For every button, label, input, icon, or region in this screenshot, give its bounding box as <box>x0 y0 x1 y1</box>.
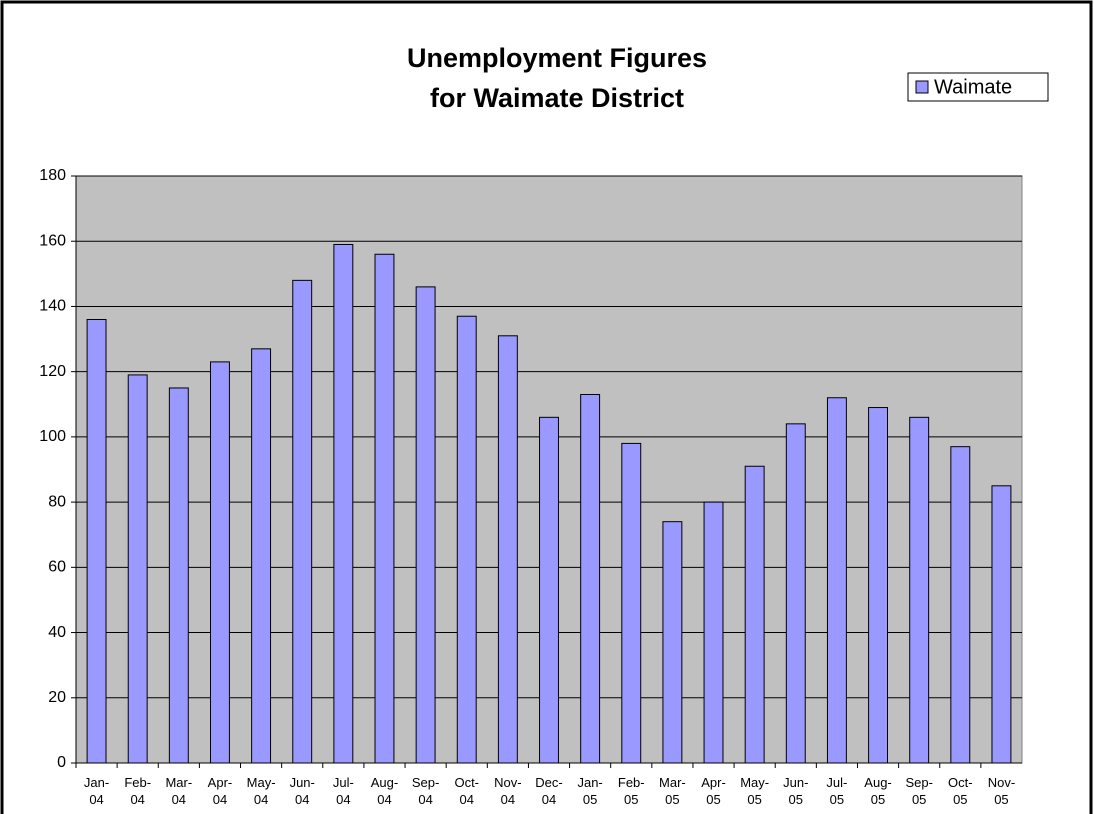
bar <box>991 485 1012 764</box>
bar <box>826 397 847 764</box>
y-tick-label: 160 <box>39 232 66 249</box>
bar <box>209 361 230 764</box>
y-tick-label: 40 <box>48 624 66 641</box>
y-tick-label: 180 <box>39 167 66 184</box>
x-tick-label: Jul-04 <box>333 775 354 807</box>
x-tick-label: Apr-05 <box>701 775 726 807</box>
bar <box>333 243 354 764</box>
bar <box>127 374 148 764</box>
bar <box>374 253 395 764</box>
x-tick-label: Apr-04 <box>208 775 233 807</box>
y-tick-label: 0 <box>57 754 66 771</box>
bar <box>251 348 272 764</box>
x-tick-label: Feb-05 <box>618 775 645 807</box>
x-tick-label: Nov-04 <box>494 775 521 807</box>
bar <box>415 286 436 764</box>
legend-box <box>907 72 1049 102</box>
y-tick-label: 60 <box>48 559 66 576</box>
chart-title: for Waimate District <box>430 83 684 113</box>
bar <box>950 446 971 764</box>
bar <box>86 318 107 764</box>
y-tick-label: 140 <box>39 298 66 315</box>
bar <box>909 416 930 764</box>
legend-swatch <box>915 80 929 94</box>
bar <box>662 521 683 764</box>
x-tick-label: Oct-05 <box>948 775 973 807</box>
legend-label: Waimate <box>934 76 1012 98</box>
x-tick-label: Dec-04 <box>535 775 562 807</box>
x-tick-label: May-04 <box>247 775 276 807</box>
chart-title: Unemployment Figures <box>407 43 707 73</box>
y-tick-label: 120 <box>39 363 66 380</box>
x-tick-label: Aug-04 <box>371 775 398 807</box>
x-tick-label: Feb-04 <box>124 775 151 807</box>
y-tick-label: 100 <box>39 428 66 445</box>
bar <box>868 407 889 764</box>
x-tick-label: Jan-05 <box>577 775 602 807</box>
y-tick-label: 80 <box>48 493 66 510</box>
bar <box>456 315 477 764</box>
bar <box>785 423 806 764</box>
bar <box>497 335 518 764</box>
x-tick-label: Oct-04 <box>454 775 479 807</box>
bar <box>539 416 559 764</box>
x-tick-label: Jan-04 <box>84 775 109 807</box>
x-tick-label: Mar-04 <box>165 775 192 807</box>
bar <box>703 501 724 764</box>
x-tick-label: Sep-04 <box>412 775 439 807</box>
bar <box>168 387 189 764</box>
x-tick-label: Jul-05 <box>826 775 847 807</box>
x-tick-label: Mar-05 <box>659 775 686 807</box>
x-tick-label: Aug-05 <box>864 775 891 807</box>
y-tick-label: 20 <box>48 689 66 706</box>
bar <box>621 442 642 764</box>
x-tick-label: Sep-05 <box>905 775 932 807</box>
x-tick-label: Jun-05 <box>783 775 808 807</box>
bar <box>292 279 313 764</box>
x-tick-label: Nov-05 <box>988 775 1015 807</box>
bar <box>744 465 765 764</box>
bar <box>580 393 601 764</box>
x-tick-label: May-05 <box>740 775 769 807</box>
x-tick-label: Jun-04 <box>290 775 315 807</box>
